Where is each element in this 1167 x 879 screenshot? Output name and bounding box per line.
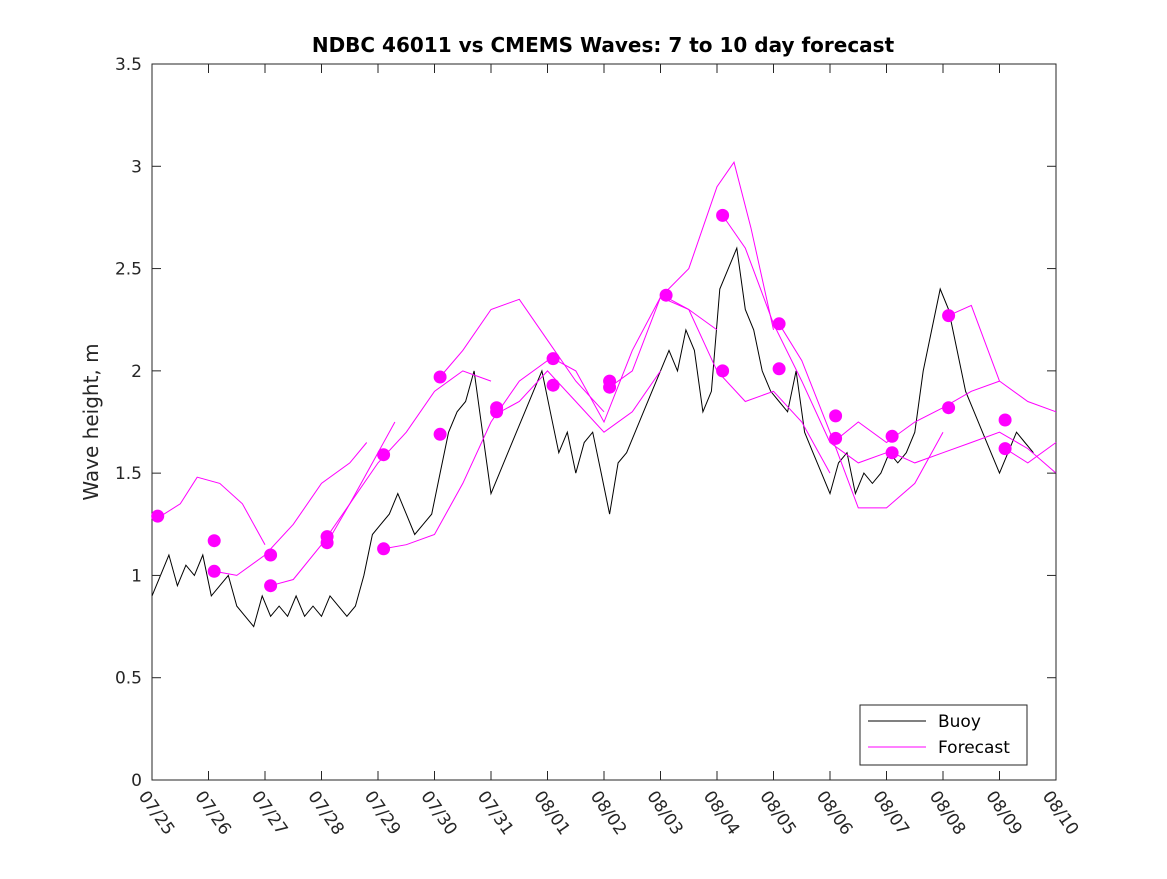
forecast-marker-16 xyxy=(603,380,617,394)
x-tick-label-10: 08/04 xyxy=(699,787,743,839)
y-tick-label-4: 2 xyxy=(131,362,142,382)
y-tick-label-2: 1 xyxy=(131,566,142,586)
forecast-marker-17 xyxy=(659,288,673,302)
forecast-marker-2 xyxy=(207,564,221,578)
y-tick-label-7: 3.5 xyxy=(115,55,142,75)
legend: Buoy Forecast xyxy=(859,704,1028,766)
series-forecast-line-4 xyxy=(383,360,548,550)
series-buoy-line xyxy=(151,246,1034,628)
x-tick-label-11: 08/05 xyxy=(755,787,799,839)
series-forecast-line-3 xyxy=(326,370,492,543)
forecast-marker-6 xyxy=(320,536,334,550)
forecast-marker-22 xyxy=(829,409,843,423)
forecast-marker-28 xyxy=(998,413,1012,427)
x-tick-label-8: 08/02 xyxy=(586,787,630,839)
legend-box xyxy=(859,704,1028,766)
forecast-layer xyxy=(157,161,1057,587)
forecast-marker-19 xyxy=(716,364,730,378)
marker-layer xyxy=(151,208,1012,593)
x-tick-label-4: 07/29 xyxy=(360,787,404,839)
series-forecast-line-8 xyxy=(609,161,774,388)
legend-forecast-label: Forecast xyxy=(938,738,1010,758)
forecast-marker-26 xyxy=(942,309,956,323)
y-tick-label-1: 0.5 xyxy=(115,669,142,689)
series-forecast-line-10 xyxy=(722,215,887,464)
forecast-marker-3 xyxy=(264,548,278,562)
forecast-marker-23 xyxy=(829,431,843,445)
legend-buoy-label: Buoy xyxy=(938,712,981,732)
series-forecast-line-14 xyxy=(948,304,1057,413)
series-forecast-line-2 xyxy=(270,421,396,587)
x-tick-label-16: 08/10 xyxy=(1038,787,1082,839)
forecast-marker-25 xyxy=(885,446,899,460)
y-axis-label: Wave height, m xyxy=(79,343,103,500)
forecast-marker-27 xyxy=(942,401,956,415)
series-forecast-line-15 xyxy=(1004,442,1057,464)
x-tick-label-9: 08/03 xyxy=(642,787,686,839)
forecast-marker-18 xyxy=(716,208,730,222)
y-tick-label-6: 3 xyxy=(131,157,142,177)
forecast-marker-9 xyxy=(433,370,447,384)
forecast-marker-7 xyxy=(377,448,391,462)
buoy-layer xyxy=(151,246,1034,628)
x-tick-label-3: 07/28 xyxy=(303,787,347,839)
series-forecast-line-0 xyxy=(157,476,266,545)
forecast-marker-24 xyxy=(885,429,899,443)
y-tick-label-0: 0 xyxy=(131,771,142,791)
x-tick-label-13: 08/07 xyxy=(868,787,912,839)
forecast-marker-0 xyxy=(151,509,165,523)
x-tick-label-7: 08/01 xyxy=(529,787,573,839)
series-forecast-line-13 xyxy=(891,431,1057,474)
series-forecast-line-5 xyxy=(439,298,605,413)
x-tick-label-15: 08/09 xyxy=(981,787,1025,839)
x-tick-label-1: 07/26 xyxy=(190,787,234,839)
x-tick-label-0: 07/25 xyxy=(134,787,178,839)
x-tick-label-6: 07/31 xyxy=(473,787,517,839)
y-tick-label-5: 2.5 xyxy=(115,260,142,280)
y-tick-label-3: 1.5 xyxy=(115,464,142,484)
chart-title: NDBC 46011 vs CMEMS Waves: 7 to 10 day f… xyxy=(312,33,895,57)
y-axis: 0 0.5 1 1.5 2 2.5 3 3.5 xyxy=(115,55,1056,791)
forecast-marker-8 xyxy=(377,542,391,556)
forecast-marker-4 xyxy=(264,579,278,593)
forecast-marker-1 xyxy=(207,534,221,548)
forecast-marker-13 xyxy=(546,352,560,366)
forecast-marker-10 xyxy=(433,427,447,441)
forecast-marker-21 xyxy=(772,362,786,376)
forecast-marker-12 xyxy=(490,405,504,419)
series-forecast-line-9 xyxy=(665,296,831,474)
x-tick-label-5: 07/30 xyxy=(416,787,460,839)
x-tick-label-14: 08/08 xyxy=(925,787,969,839)
series-forecast-line-6 xyxy=(496,370,661,433)
x-tick-label-12: 08/06 xyxy=(812,787,856,839)
series-forecast-line-12 xyxy=(835,380,1000,444)
forecast-marker-29 xyxy=(998,442,1012,456)
forecast-marker-14 xyxy=(546,378,560,392)
series-forecast-line-11 xyxy=(778,323,944,509)
x-tick-label-2: 07/27 xyxy=(247,787,291,839)
forecast-marker-20 xyxy=(772,317,786,331)
series-forecast-line-1 xyxy=(214,442,368,576)
